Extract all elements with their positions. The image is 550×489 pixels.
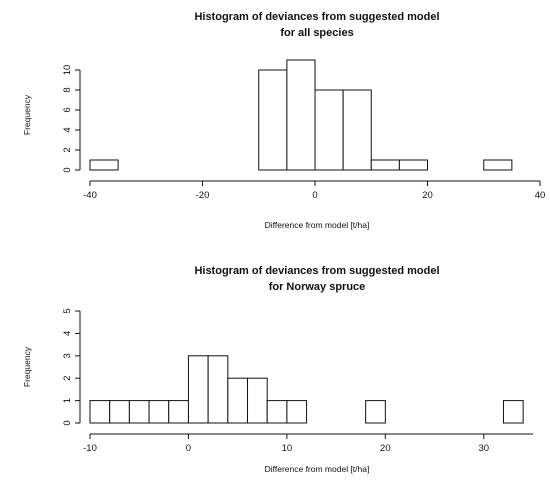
- y-tick-label: 2: [62, 147, 73, 152]
- y-tick-label: 5: [62, 308, 73, 313]
- x-tick-label: 0: [186, 443, 191, 454]
- y-tick-label: 4: [62, 331, 73, 336]
- x-tick-label: 30: [478, 443, 489, 454]
- histogram-all-species: Histogram of deviances from suggested mo…: [22, 11, 545, 230]
- histogram-bar: [168, 400, 189, 424]
- histogram-bar: [207, 355, 229, 424]
- histogram-bar: [128, 400, 150, 424]
- chart-title: Histogram of deviances from suggested mo…: [194, 11, 439, 23]
- histogram-bar: [258, 69, 288, 171]
- histogram-bar: [89, 159, 119, 171]
- histogram-bar: [286, 400, 308, 424]
- axes: -10 0 10 20 30 0 1 2 3 4 5: [62, 308, 533, 454]
- y-tick-label: 0: [62, 167, 73, 172]
- y-axis-label: Frequency: [22, 346, 32, 387]
- histogram-bar: [89, 400, 111, 424]
- histogram-bar: [342, 89, 372, 171]
- x-tick-label: -40: [83, 190, 97, 201]
- x-axis-label: Difference from model [t/ha]: [265, 464, 370, 474]
- x-tick-label: 10: [282, 443, 293, 454]
- chart-title: Histogram of deviances from suggested mo…: [194, 265, 439, 277]
- histogram-bar: [370, 159, 400, 171]
- histogram-bar: [502, 400, 524, 424]
- histogram-bars: [89, 59, 513, 171]
- histogram-bar: [266, 400, 288, 424]
- histogram-bar: [227, 377, 249, 424]
- y-tick-label: 10: [62, 65, 73, 76]
- axes: -40 -20 0 20 40 0 2 4 6 8 10: [62, 65, 545, 201]
- y-tick-label: 3: [62, 353, 73, 358]
- histogram-bar: [247, 377, 268, 424]
- y-tick-label: 8: [62, 87, 73, 92]
- y-tick-label: 0: [62, 420, 73, 425]
- y-axis-label: Frequency: [22, 94, 32, 135]
- x-axis-label: Difference from model [t/ha]: [265, 220, 370, 230]
- histogram-bar: [187, 355, 209, 424]
- histogram-bar: [314, 89, 344, 171]
- chart-subtitle: for Norway spruce: [269, 281, 366, 293]
- x-tick-label: 20: [422, 190, 433, 201]
- x-tick-label: -10: [83, 443, 97, 454]
- histogram-bar: [398, 159, 428, 171]
- x-tick-label: 20: [380, 443, 391, 454]
- histogram-bar: [109, 400, 130, 424]
- histogram-norway-spruce: Histogram of deviances from suggested mo…: [22, 265, 533, 474]
- x-tick-label: -20: [196, 190, 210, 201]
- x-tick-label: 40: [535, 190, 546, 201]
- y-tick-label: 6: [62, 107, 73, 112]
- y-tick-label: 1: [62, 398, 73, 403]
- y-tick-label: 4: [62, 127, 73, 132]
- histogram-bar: [286, 59, 316, 171]
- histogram-bar: [483, 159, 513, 171]
- chart-subtitle: for all species: [280, 27, 353, 39]
- histogram-bar: [148, 400, 170, 424]
- histogram-bar: [365, 400, 386, 424]
- histogram-bars: [89, 355, 524, 424]
- y-tick-label: 2: [62, 376, 73, 381]
- x-tick-label: 0: [312, 190, 317, 201]
